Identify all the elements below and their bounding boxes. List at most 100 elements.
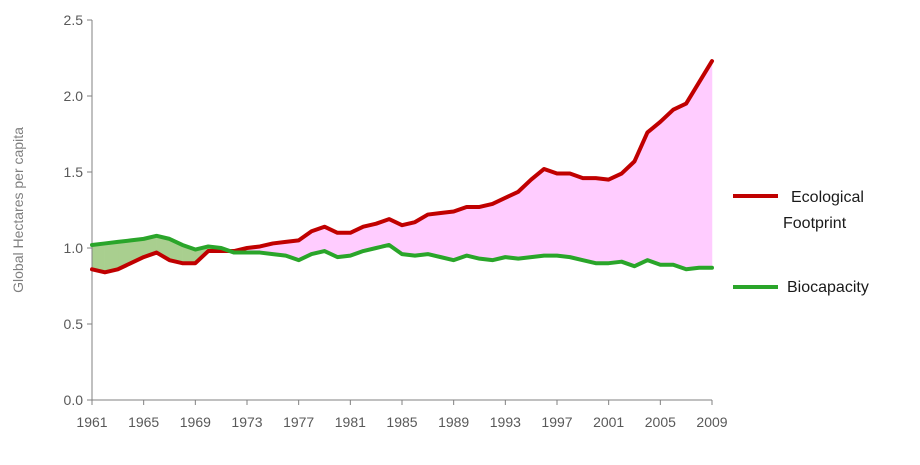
- deficit-area: [647, 121, 661, 266]
- y-tick-label: 0.5: [64, 316, 84, 332]
- deficit-area: [698, 60, 713, 269]
- ecological-footprint-point: [181, 262, 184, 265]
- ecological-footprint-point: [116, 268, 119, 271]
- x-tick-label: 1997: [541, 414, 572, 430]
- biocapacity-point: [620, 260, 623, 263]
- deficit-area: [582, 177, 596, 264]
- ecological-footprint-point: [103, 271, 106, 274]
- biocapacity-point: [646, 259, 649, 262]
- ecological-footprint-point: [620, 172, 623, 175]
- biocapacity-point: [91, 243, 94, 246]
- ecological-footprint-point: [439, 212, 442, 215]
- ecological-footprint-point: [452, 210, 455, 213]
- y-tick-label: 1.0: [64, 240, 84, 256]
- deficit-area: [685, 81, 700, 270]
- ecological-footprint-point: [504, 196, 507, 199]
- legend-label-ecological-footprint-line1: Ecological: [791, 189, 864, 206]
- biocapacity-point: [543, 254, 546, 257]
- biocapacity-point: [207, 245, 210, 248]
- ecological-footprint-point: [530, 178, 533, 181]
- biocapacity-point: [142, 237, 145, 240]
- deficit-area: [401, 221, 416, 256]
- ecological-footprint-point: [581, 177, 584, 180]
- ecological-footprint-point: [672, 108, 675, 111]
- ecological-footprint-point: [556, 172, 559, 175]
- ecological-footprint-point: [155, 251, 158, 254]
- ecological-footprint-point: [323, 225, 326, 228]
- deficit-area: [556, 173, 571, 258]
- ecological-footprint-point: [362, 225, 365, 228]
- biocapacity-point: [504, 256, 507, 259]
- ecological-footprint-point: [413, 221, 416, 224]
- biocapacity-point: [375, 247, 378, 250]
- biocapacity-point: [362, 250, 365, 253]
- ecological-footprint-point: [659, 120, 662, 123]
- biocapacity-point: [685, 268, 688, 271]
- x-tick-label: 1965: [128, 414, 159, 430]
- biocapacity-point: [439, 256, 442, 259]
- ecological-footprint-point: [129, 262, 132, 265]
- biocapacity-point: [607, 262, 610, 265]
- deficit-area: [543, 168, 558, 256]
- ecological-footprint-point: [284, 240, 287, 243]
- deficit-area: [427, 212, 441, 258]
- y-tick-label: 1.5: [64, 164, 84, 180]
- biocapacity-point: [258, 251, 261, 254]
- deficit-area: [492, 197, 506, 261]
- series-line-ecological-footprint: [90, 59, 714, 275]
- x-tick-label: 1969: [180, 414, 211, 430]
- biocapacity-point: [233, 251, 236, 254]
- ecological-footprint-point: [194, 262, 197, 265]
- x-tick-label: 1977: [283, 414, 314, 430]
- biocapacity-point: [698, 266, 701, 269]
- y-tick-label: 2.0: [64, 88, 84, 104]
- ecological-footprint-point: [517, 190, 520, 193]
- biocapacity-point: [568, 256, 571, 259]
- biocapacity-point: [401, 253, 404, 256]
- biocapacity-point: [194, 248, 197, 251]
- biocapacity-point: [388, 243, 391, 246]
- x-tick-label: 1973: [231, 414, 262, 430]
- ecological-footprint-point: [465, 205, 468, 208]
- ecological-footprint-point: [633, 160, 636, 163]
- ecological-footprint-point: [91, 268, 94, 271]
- x-tick-label: 2009: [696, 414, 727, 430]
- deficit-area: [505, 191, 519, 259]
- ecological-footprint-point: [271, 242, 274, 245]
- biocapacity-point: [284, 254, 287, 257]
- y-axis: 0.0 0.5 1.0 1.5 2.0 2.5: [64, 12, 93, 408]
- deficit-area: [621, 160, 635, 267]
- deficit-area: [440, 211, 454, 261]
- biocapacity-point: [168, 237, 171, 240]
- area-fills: [91, 60, 713, 273]
- biocapacity-point: [478, 257, 481, 260]
- series-line-biocapacity: [90, 233, 714, 272]
- biocapacity-point: [426, 253, 429, 256]
- biocapacity-point: [413, 254, 416, 257]
- biocapacity-point: [155, 234, 158, 237]
- ecological-footprint-point: [207, 250, 210, 253]
- ecological-footprint-point: [543, 167, 546, 170]
- ecological-footprint-point: [401, 224, 404, 227]
- deficit-area: [569, 173, 584, 261]
- biocapacity-point: [116, 240, 119, 243]
- y-tick-label: 0.0: [64, 392, 84, 408]
- biocapacity-point: [672, 263, 675, 266]
- ecological-footprint-point: [478, 205, 481, 208]
- ecological-footprint-point: [258, 245, 261, 248]
- biocapacity-point: [556, 254, 559, 257]
- biocapacity-point: [711, 266, 714, 269]
- biocapacity-point: [594, 262, 597, 265]
- ecological-footprint-point: [594, 177, 597, 180]
- ecological-footprint-point: [568, 172, 571, 175]
- ecological-footprint-point: [607, 178, 610, 181]
- ecological-footprint-point: [711, 60, 714, 63]
- biocapacity-point: [465, 254, 468, 257]
- ecological-footprint-point: [336, 231, 339, 234]
- y-axis-title: Global Hectares per capita: [10, 127, 26, 293]
- y-tick-label: 2.5: [64, 12, 84, 28]
- x-axis: 1961 1965 1969 1973 1977 1981 1985 1989 1993 1997…: [76, 399, 728, 430]
- ecological-footprint-point: [388, 218, 391, 221]
- biocapacity-point: [310, 253, 313, 256]
- deficit-area: [673, 103, 687, 270]
